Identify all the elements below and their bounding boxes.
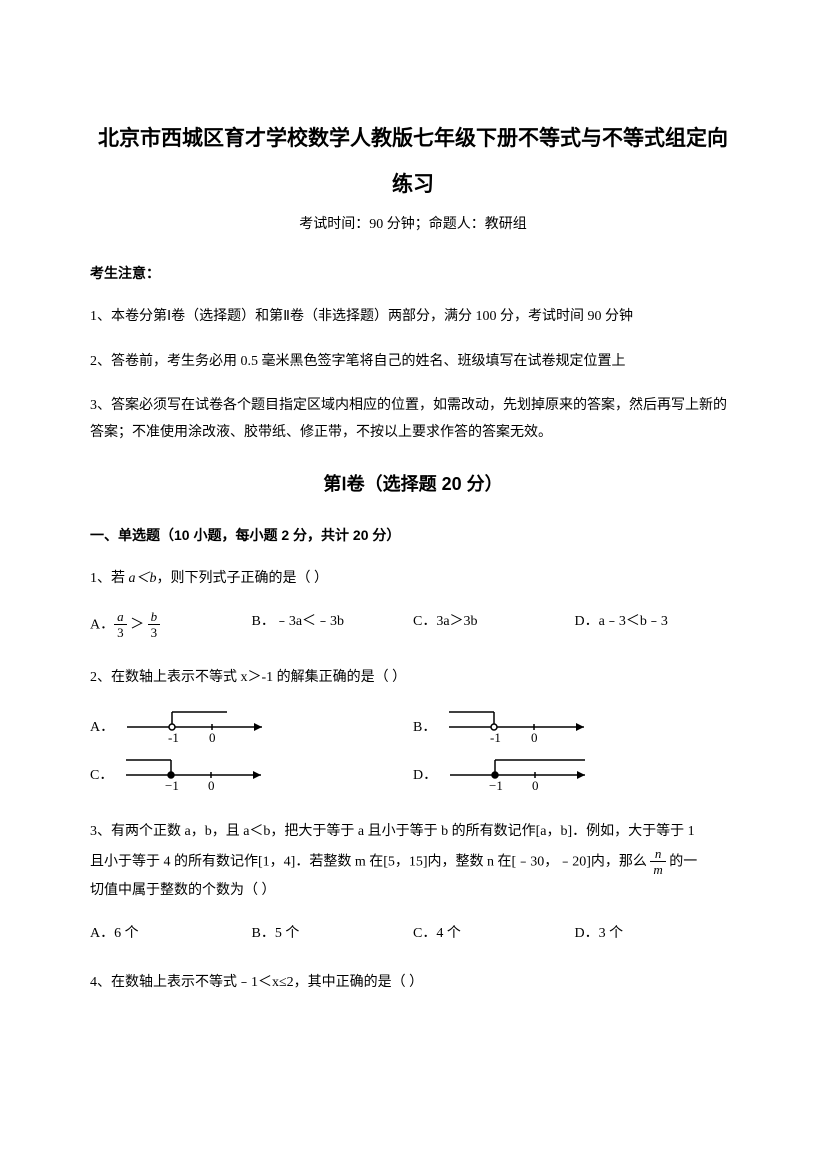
notice-item-3: 3、答案必须写在试卷各个题目指定区域内相应的位置，如需改动，先划掉原来的答案，然… — [90, 393, 736, 446]
svg-text:-1: -1 — [490, 730, 501, 745]
q3-option-d: D．3 个 — [575, 921, 737, 946]
q1-frac-a3: a3 — [114, 609, 127, 641]
q2-option-c: C． −1 0 — [90, 755, 413, 795]
notice-item-2: 2、答卷前，考生务必用 0.5 毫米黑色签字笔将自己的姓名、班级填写在试卷规定位… — [90, 349, 736, 376]
number-line-a: -1 0 — [122, 707, 272, 747]
q3-option-c: C．4 个 — [413, 921, 575, 946]
number-line-b: -1 0 — [444, 707, 594, 747]
q1-option-d: D．a﹣3＜b﹣3 — [575, 609, 737, 641]
q2-labelD: D． — [413, 763, 437, 788]
q3-line2-suffix: 的一 — [666, 854, 698, 869]
svg-text:−1: −1 — [165, 778, 179, 793]
q3-option-b: B．5 个 — [252, 921, 414, 946]
notice-item-1: 1、本卷分第Ⅰ卷（选择题）和第Ⅱ卷（非选择题）两部分，满分 100 分，考试时间… — [90, 304, 736, 331]
page-title-line1: 北京市西城区育才学校数学人教版七年级下册不等式与不等式组定向 — [90, 120, 736, 158]
svg-text:0: 0 — [209, 730, 216, 745]
q1-option-a: A．a3 ＞ b3 — [90, 609, 252, 641]
subsection-title: 一、单选题（10 小题，每小题 2 分，共计 20 分） — [90, 523, 736, 548]
q1-suffix: ，则下列式子正确的是（ ） — [157, 571, 329, 586]
svg-text:−1: −1 — [489, 778, 503, 793]
page-title-line2: 练习 — [90, 166, 736, 204]
q2-labelC: C． — [90, 763, 113, 788]
question-4: 4、在数轴上表示不等式﹣1＜x≤2，其中正确的是（ ） — [90, 970, 736, 997]
question-2: 2、在数轴上表示不等式 x＞-1 的解集正确的是（ ） — [90, 665, 736, 692]
question-1: 1、若 a＜b，则下列式子正确的是（ ） — [90, 566, 736, 593]
exam-subtitle: 考试时间：90 分钟；命题人：教研组 — [90, 212, 736, 237]
q2-labelA: A． — [90, 715, 114, 740]
q3-line3: 切值中属于整数的个数为（ ） — [90, 883, 276, 898]
question-3: 3、有两个正数 a，b，且 a＜b，把大于等于 a 且小于等于 b 的所有数记作… — [90, 819, 736, 904]
q2-option-b: B． -1 0 — [413, 707, 736, 747]
number-line-c: −1 0 — [121, 755, 271, 795]
q2-option-a: A． -1 0 — [90, 707, 413, 747]
svg-text:0: 0 — [532, 778, 539, 793]
q1-inequality: a＜b — [129, 571, 157, 586]
q3-line2-prefix: 且小于等于 4 的所有数记作[1，4]．若整数 m 在[5，15]内，整数 n … — [90, 854, 650, 869]
q1-optA-label: A． — [90, 617, 114, 632]
notice-heading: 考生注意： — [90, 261, 736, 286]
q2-option-d: D． −1 0 — [413, 755, 736, 795]
q1-prefix: 1、若 — [90, 571, 129, 586]
q1-option-c: C．3a＞3b — [413, 609, 575, 641]
q3-frac-nm: nm — [650, 846, 665, 878]
q3-option-a: A．6 个 — [90, 921, 252, 946]
question-1-options: A．a3 ＞ b3 B．﹣3a＜﹣3b C．3a＞3b D．a﹣3＜b﹣3 — [90, 609, 736, 649]
section-1-title: 第Ⅰ卷（选择题 20 分） — [90, 468, 736, 500]
question-2-options: A． -1 0 B． -1 — [90, 707, 736, 803]
question-3-options: A．6 个 B．5 个 C．4 个 D．3 个 — [90, 921, 736, 954]
q1-option-b: B．﹣3a＜﹣3b — [252, 609, 414, 641]
svg-text:-1: -1 — [168, 730, 179, 745]
q1-frac-b3: b3 — [148, 609, 161, 641]
svg-text:0: 0 — [208, 778, 215, 793]
number-line-d: −1 0 — [445, 755, 595, 795]
svg-text:0: 0 — [531, 730, 538, 745]
q3-line1: 3、有两个正数 a，b，且 a＜b，把大于等于 a 且小于等于 b 的所有数记作… — [90, 824, 695, 839]
q2-labelB: B． — [413, 715, 436, 740]
